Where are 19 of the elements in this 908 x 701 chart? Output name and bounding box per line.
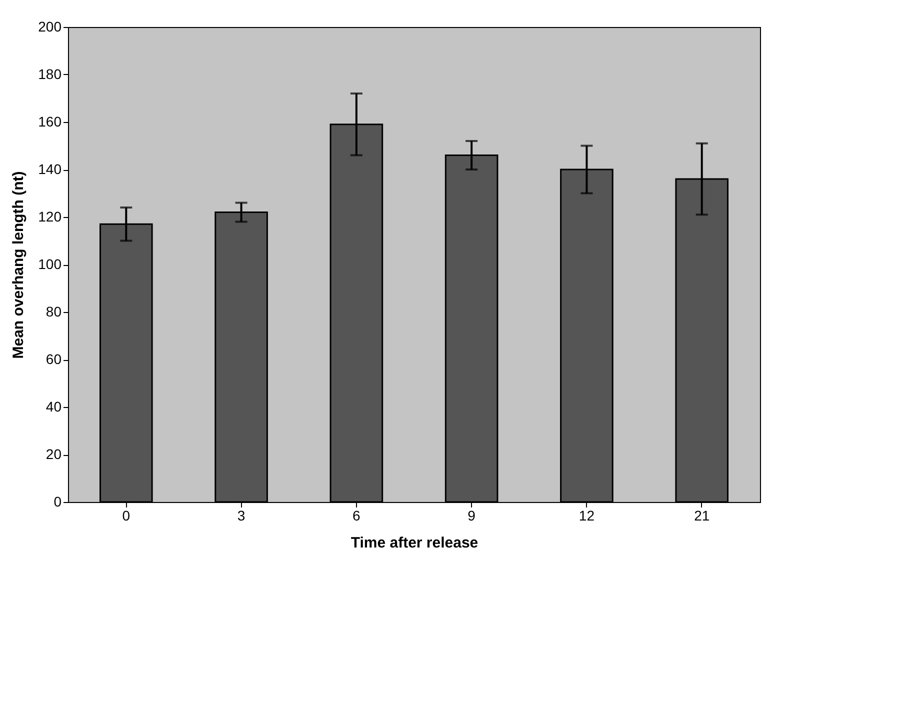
- y-axis-title: Mean overhang length (nt): [10, 171, 28, 359]
- y-tick-label: 80: [46, 304, 62, 320]
- x-tick-label: 6: [352, 508, 361, 524]
- x-tick-label: 21: [694, 508, 710, 524]
- y-tick-label: 180: [38, 66, 62, 82]
- y-tick-label: 40: [46, 398, 62, 414]
- x-tick-label: 0: [122, 508, 130, 524]
- x-tick-label: 12: [578, 508, 595, 524]
- y-tick-label: 160: [38, 114, 62, 130]
- y-tick-label: 120: [38, 208, 62, 224]
- y-tick-label: 0: [54, 494, 62, 510]
- x-axis-title: Time after release: [350, 534, 478, 552]
- y-tick-label: 200: [38, 18, 62, 34]
- y-tick-label: 60: [46, 351, 62, 367]
- y-tick-label: 140: [38, 161, 62, 177]
- y-tick-label: 20: [46, 446, 62, 462]
- x-tick-label: 3: [237, 508, 246, 524]
- x-tick-label: 9: [468, 508, 476, 524]
- y-tick-label: 100: [38, 256, 62, 272]
